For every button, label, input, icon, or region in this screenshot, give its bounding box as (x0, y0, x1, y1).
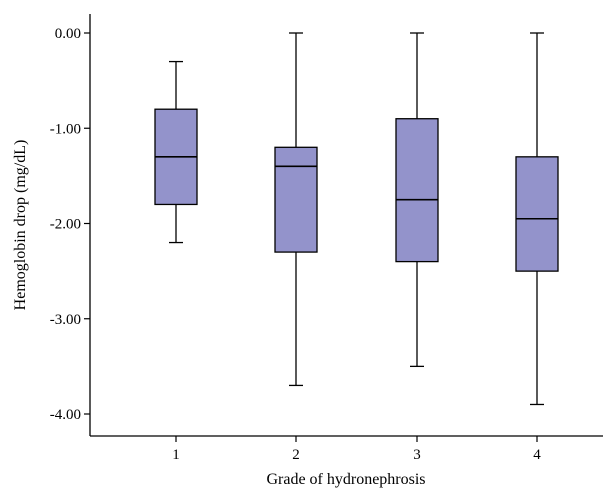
box-group-2 (274, 32, 318, 387)
y-tick-label: -2.00 (50, 217, 81, 233)
box-group-1 (154, 60, 198, 244)
y-tick-label: -3.00 (50, 312, 81, 328)
box-iqr (515, 156, 559, 272)
y-tick-label: -1.00 (50, 121, 81, 137)
y-tick-label: -4.00 (50, 407, 81, 423)
x-tick-label: 2 (292, 447, 300, 463)
box-group-4 (515, 32, 559, 406)
x-tick-label: 1 (172, 447, 180, 463)
box-group-3 (395, 32, 439, 368)
y-tick-label: 0.00 (55, 26, 81, 42)
x-tick-label: 4 (533, 447, 541, 463)
x-ticks: 1 2 3 4 (172, 436, 541, 463)
y-ticks: 0.00 -1.00 -2.00 -3.00 -4.00 (50, 26, 90, 423)
y-axis-label: Hemoglobin drop (mg/dL) (12, 140, 29, 311)
box-iqr (274, 146, 318, 253)
x-tick-label: 3 (413, 447, 421, 463)
x-axis-label: Grade of hydronephrosis (266, 471, 425, 488)
boxes (154, 32, 559, 406)
box-iqr (395, 118, 439, 263)
